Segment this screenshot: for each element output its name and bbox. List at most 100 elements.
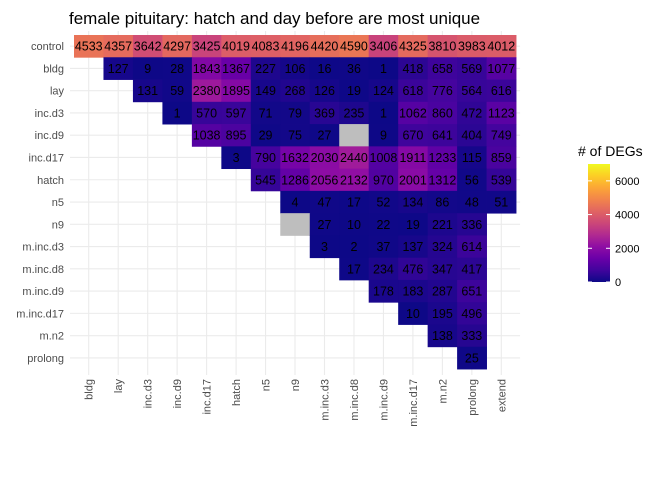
y-tick-label: prolong xyxy=(27,353,64,365)
heatmap-cell xyxy=(398,213,429,236)
heatmap-cell xyxy=(280,57,311,80)
heatmap-cell xyxy=(486,190,517,214)
heatmap-cell-label: 614 xyxy=(461,240,482,254)
heatmap-cell xyxy=(398,257,429,281)
heatmap-cell xyxy=(368,124,399,147)
heatmap-cell xyxy=(221,35,252,58)
heatmap-cell xyxy=(398,101,429,125)
heatmap-cell xyxy=(368,257,399,281)
heatmap-cell-label: 79 xyxy=(288,106,302,120)
heatmap-cell xyxy=(250,35,281,58)
heatmap-cell xyxy=(339,257,370,281)
heatmap-cell-label: 616 xyxy=(491,84,512,98)
heatmap-cell-label: 19 xyxy=(347,84,361,98)
heatmap-cell-label: 27 xyxy=(318,129,332,143)
legend: # of DEGs 0 2000 4000 6000 xyxy=(578,143,643,289)
heatmap-cell-label: 1062 xyxy=(399,106,427,120)
heatmap-cell xyxy=(398,35,429,58)
heatmap-cell xyxy=(339,146,370,170)
heatmap-cell-na xyxy=(280,213,311,236)
y-tick-label: n9 xyxy=(52,219,64,231)
heatmap-cell-label: 776 xyxy=(432,84,453,98)
heatmap-cell-label: 3810 xyxy=(428,40,456,54)
heatmap-cell xyxy=(132,57,163,80)
heatmap-cell xyxy=(339,35,370,58)
heatmap-cell-label: 4019 xyxy=(222,40,250,54)
heatmap-cell-label: 1077 xyxy=(487,62,515,76)
heatmap-cell-label: 17 xyxy=(347,196,361,210)
heatmap-cell xyxy=(398,146,429,170)
heatmap-cell-label: 3 xyxy=(233,151,240,165)
heatmap-cell xyxy=(191,124,222,147)
heatmap-cell-label: 1 xyxy=(380,106,387,120)
heatmap-cell xyxy=(398,279,429,303)
heatmap-cell-label: 597 xyxy=(226,106,247,120)
heatmap-cell xyxy=(339,101,370,125)
heatmap-cell-label: 570 xyxy=(196,106,217,120)
heatmap-cell-label: 618 xyxy=(402,84,423,98)
heatmap-cell-label: 1123 xyxy=(488,106,515,120)
heatmap-cell-label: 124 xyxy=(373,84,394,98)
heatmap-cell-label: 1895 xyxy=(222,84,250,98)
heatmap-cell xyxy=(427,35,458,58)
heatmap-cell-label: 4083 xyxy=(252,40,280,54)
y-tick-label: m.n2 xyxy=(40,331,64,343)
heatmap-cell xyxy=(457,168,487,192)
heatmap-cell-label: 472 xyxy=(461,106,482,120)
heatmap-cell xyxy=(457,79,487,103)
heatmap-cell-label: 75 xyxy=(288,129,302,143)
heatmap-cell xyxy=(398,302,429,325)
heatmap-cell-label: 3642 xyxy=(134,40,162,54)
heatmap-cell xyxy=(457,101,487,125)
heatmap-cell xyxy=(221,146,252,170)
heatmap-cell-label: 9 xyxy=(380,129,387,143)
heatmap-cell xyxy=(221,124,252,147)
heatmap-cell-label: 749 xyxy=(491,129,512,143)
heatmap-cell xyxy=(398,190,429,214)
heatmap-cell-label: 1286 xyxy=(281,173,309,187)
heatmap-cell-label: 539 xyxy=(491,173,512,187)
heatmap-cell-label: 658 xyxy=(432,62,453,76)
heatmap-cell xyxy=(398,57,429,80)
heatmap-cell-label: 28 xyxy=(170,62,184,76)
heatmap-cell xyxy=(368,57,399,80)
heatmap-cell-label: 2056 xyxy=(311,173,339,187)
heatmap-cell-label: 2001 xyxy=(399,173,427,187)
heatmap-cell-label: 134 xyxy=(402,196,423,210)
heatmap-cell-label: 1 xyxy=(380,62,387,76)
heatmap-cell xyxy=(486,146,517,170)
heatmap-cell-label: 19 xyxy=(406,218,420,232)
heatmap-cell xyxy=(457,35,487,58)
x-tick-label: m.inc.d17 xyxy=(408,379,420,427)
heatmap-cell-label: 1843 xyxy=(193,62,221,76)
x-tick-label: n5 xyxy=(261,379,273,391)
heatmap-cell xyxy=(250,124,281,147)
heatmap-cell-label: 71 xyxy=(259,106,273,120)
heatmap-cell xyxy=(368,235,399,259)
heatmap-cell xyxy=(457,124,487,147)
heatmap-cell-label: 115 xyxy=(462,151,482,165)
heatmap-cell xyxy=(427,79,458,103)
x-tick-label: m.inc.d3 xyxy=(319,379,331,421)
heatmap-cell-label: 324 xyxy=(432,240,453,254)
x-tick-label: inc.d9 xyxy=(172,379,184,408)
heatmap-cell-label: 234 xyxy=(373,262,394,276)
heatmap-cell-labels: 4533 4357 3642 4297 3425 4019 4083 4196 4420 4590… xyxy=(75,40,515,366)
heatmap-cell xyxy=(486,168,517,192)
heatmap-cell-label: 137 xyxy=(402,240,423,254)
heatmap-cell-label: 47 xyxy=(318,196,332,210)
heatmap-cell-label: 4297 xyxy=(163,40,191,54)
heatmap-cell xyxy=(427,324,458,348)
y-tick-label: inc.d17 xyxy=(29,152,64,164)
heatmap-cell xyxy=(457,279,487,303)
x-tick-label: m.n2 xyxy=(437,379,449,403)
heatmap-cell-label: 1312 xyxy=(428,173,456,187)
heatmap-cell xyxy=(457,346,487,370)
heatmap-cell-label: 4420 xyxy=(311,40,339,54)
heatmap-cell-label: 333 xyxy=(461,329,482,343)
x-tick-label: lay xyxy=(113,379,125,394)
y-tick-label: control xyxy=(31,41,64,53)
legend-tick-label: 4000 xyxy=(615,210,639,222)
heatmap-cell-label: 268 xyxy=(285,84,306,98)
legend-tick-label: 6000 xyxy=(615,176,639,188)
